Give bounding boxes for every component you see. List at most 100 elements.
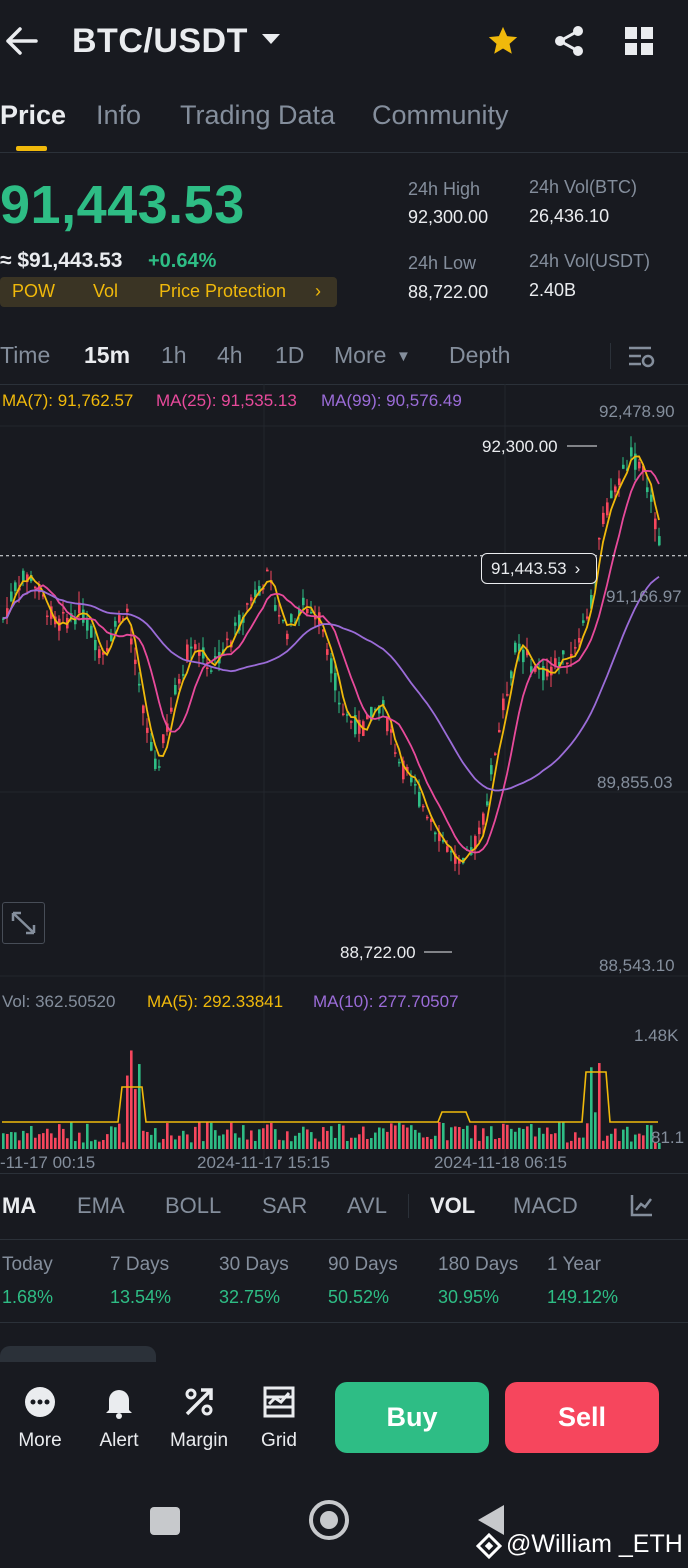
volume-bar bbox=[438, 1122, 441, 1149]
expand-chart-icon[interactable] bbox=[2, 902, 45, 944]
indicator-ma[interactable]: MA bbox=[2, 1193, 37, 1218]
interval-1d[interactable]: 1D bbox=[275, 342, 305, 368]
volume-bar bbox=[254, 1140, 257, 1149]
back-arrow-icon[interactable] bbox=[4, 26, 38, 56]
tab-price[interactable]: Price bbox=[0, 100, 67, 130]
volume-ma10-label: MA(10): 277.70507 bbox=[313, 992, 459, 1011]
volume-bar bbox=[210, 1122, 213, 1149]
candle-body bbox=[254, 589, 257, 598]
volume-bar bbox=[26, 1133, 29, 1149]
candle-body bbox=[10, 591, 13, 602]
grid-menu-icon[interactable] bbox=[625, 27, 653, 60]
volume-bar bbox=[358, 1134, 361, 1149]
candle-body bbox=[62, 612, 65, 614]
candle-body bbox=[482, 813, 485, 825]
sell-button[interactable]: Sell bbox=[505, 1382, 659, 1453]
buy-button[interactable]: Buy bbox=[335, 1382, 489, 1453]
candle-body bbox=[426, 816, 429, 819]
interval-time[interactable]: Time bbox=[0, 342, 51, 368]
volume-bar bbox=[482, 1128, 485, 1149]
indicator-vol[interactable]: VOL bbox=[430, 1193, 476, 1218]
candle-body bbox=[566, 662, 569, 665]
margin-button[interactable]: Margin bbox=[159, 1385, 239, 1452]
tag-vol[interactable]: Vol bbox=[93, 281, 119, 301]
indicator-macd[interactable]: MACD bbox=[513, 1193, 578, 1218]
caret-down-icon[interactable] bbox=[260, 32, 282, 51]
more-caret-icon: ▼ bbox=[396, 348, 411, 365]
time-axis-3: 2024-11-18 06:15 bbox=[434, 1153, 567, 1172]
high-marker: 92,300.00 bbox=[482, 437, 558, 456]
share-icon[interactable] bbox=[552, 24, 586, 63]
last-price-marker-value: 91,443.53 bbox=[491, 558, 567, 578]
alert-button[interactable]: Alert bbox=[79, 1385, 159, 1452]
tab-info[interactable]: Info bbox=[96, 100, 142, 130]
interval-4h[interactable]: 4h bbox=[217, 342, 243, 368]
chevron-right-icon: › bbox=[574, 558, 581, 578]
volume-bar bbox=[514, 1131, 517, 1149]
tag-pow[interactable]: POW bbox=[12, 281, 55, 301]
indicator-avl[interactable]: AVL bbox=[347, 1193, 387, 1218]
indicator-settings-icon[interactable] bbox=[630, 1193, 654, 1222]
candle-body bbox=[370, 706, 373, 721]
interval-15m[interactable]: 15m bbox=[84, 342, 131, 368]
indicator-boll[interactable]: BOLL bbox=[165, 1193, 222, 1218]
indicator-ema[interactable]: EMA bbox=[77, 1193, 125, 1218]
candle-body bbox=[34, 586, 37, 589]
last-price-marker[interactable]: 91,443.53 › bbox=[481, 553, 597, 584]
candle-body bbox=[366, 715, 369, 720]
more-button[interactable]: More bbox=[0, 1385, 80, 1452]
volume-bar bbox=[650, 1125, 653, 1149]
home-icon[interactable] bbox=[309, 1500, 349, 1540]
candle-body bbox=[90, 625, 93, 638]
interval-more[interactable]: More bbox=[334, 342, 387, 368]
volume-bar bbox=[126, 1075, 129, 1149]
candle-body bbox=[126, 608, 129, 612]
price-axis-bottom: 88,543.10 bbox=[599, 956, 675, 975]
volume-bar bbox=[646, 1124, 649, 1149]
grid-button[interactable]: Grid bbox=[239, 1385, 319, 1452]
volume-bar bbox=[82, 1142, 85, 1149]
volume-bar bbox=[638, 1133, 641, 1149]
volume-bar bbox=[430, 1139, 433, 1149]
chart-settings-icon[interactable] bbox=[627, 344, 655, 373]
tag-bar[interactable]: POW Vol Price Protection › bbox=[0, 277, 337, 307]
candle-body bbox=[430, 818, 433, 822]
bell-icon bbox=[106, 1390, 132, 1419]
divider bbox=[0, 1322, 688, 1323]
volume-bar bbox=[42, 1133, 45, 1149]
candle-body bbox=[242, 616, 245, 623]
candle-body bbox=[286, 633, 289, 640]
indicator-sar[interactable]: SAR bbox=[262, 1193, 308, 1218]
recent-apps-icon[interactable] bbox=[150, 1507, 180, 1535]
volume-bar bbox=[142, 1130, 145, 1149]
back-nav-icon[interactable] bbox=[476, 1503, 506, 1542]
candle-body bbox=[454, 853, 457, 864]
candle-body bbox=[226, 638, 229, 641]
candle-body bbox=[510, 671, 513, 679]
price-chart[interactable] bbox=[0, 384, 688, 1174]
tab-community[interactable]: Community bbox=[372, 100, 509, 130]
indicator-divider bbox=[408, 1194, 409, 1218]
candle-body bbox=[586, 616, 589, 619]
price-axis-mid1: 91,166.97 bbox=[606, 587, 682, 606]
volume-bar bbox=[478, 1140, 481, 1149]
interval-1h[interactable]: 1h bbox=[161, 342, 187, 368]
tag-price-protection[interactable]: Price Protection bbox=[159, 281, 287, 301]
candle-body bbox=[246, 603, 249, 605]
tab-trading-data[interactable]: Trading Data bbox=[180, 100, 336, 130]
candle-body bbox=[190, 646, 193, 649]
volume-ma5-label: MA(5): 292.33841 bbox=[147, 992, 284, 1011]
candle-body bbox=[386, 717, 389, 732]
candle-body bbox=[574, 647, 577, 649]
symbol-title[interactable]: BTC/USDT bbox=[72, 22, 248, 60]
volume-bar bbox=[330, 1126, 333, 1149]
collapsed-panel-tab bbox=[0, 1346, 156, 1362]
star-icon[interactable] bbox=[486, 24, 520, 63]
time-axis-2: 2024-11-17 15:15 bbox=[197, 1153, 330, 1172]
candle-body bbox=[110, 634, 113, 642]
candle-body bbox=[298, 609, 301, 616]
volume-bar bbox=[542, 1133, 545, 1149]
candle-body bbox=[178, 678, 181, 684]
candle-body bbox=[174, 685, 177, 695]
interval-depth[interactable]: Depth bbox=[449, 342, 511, 368]
